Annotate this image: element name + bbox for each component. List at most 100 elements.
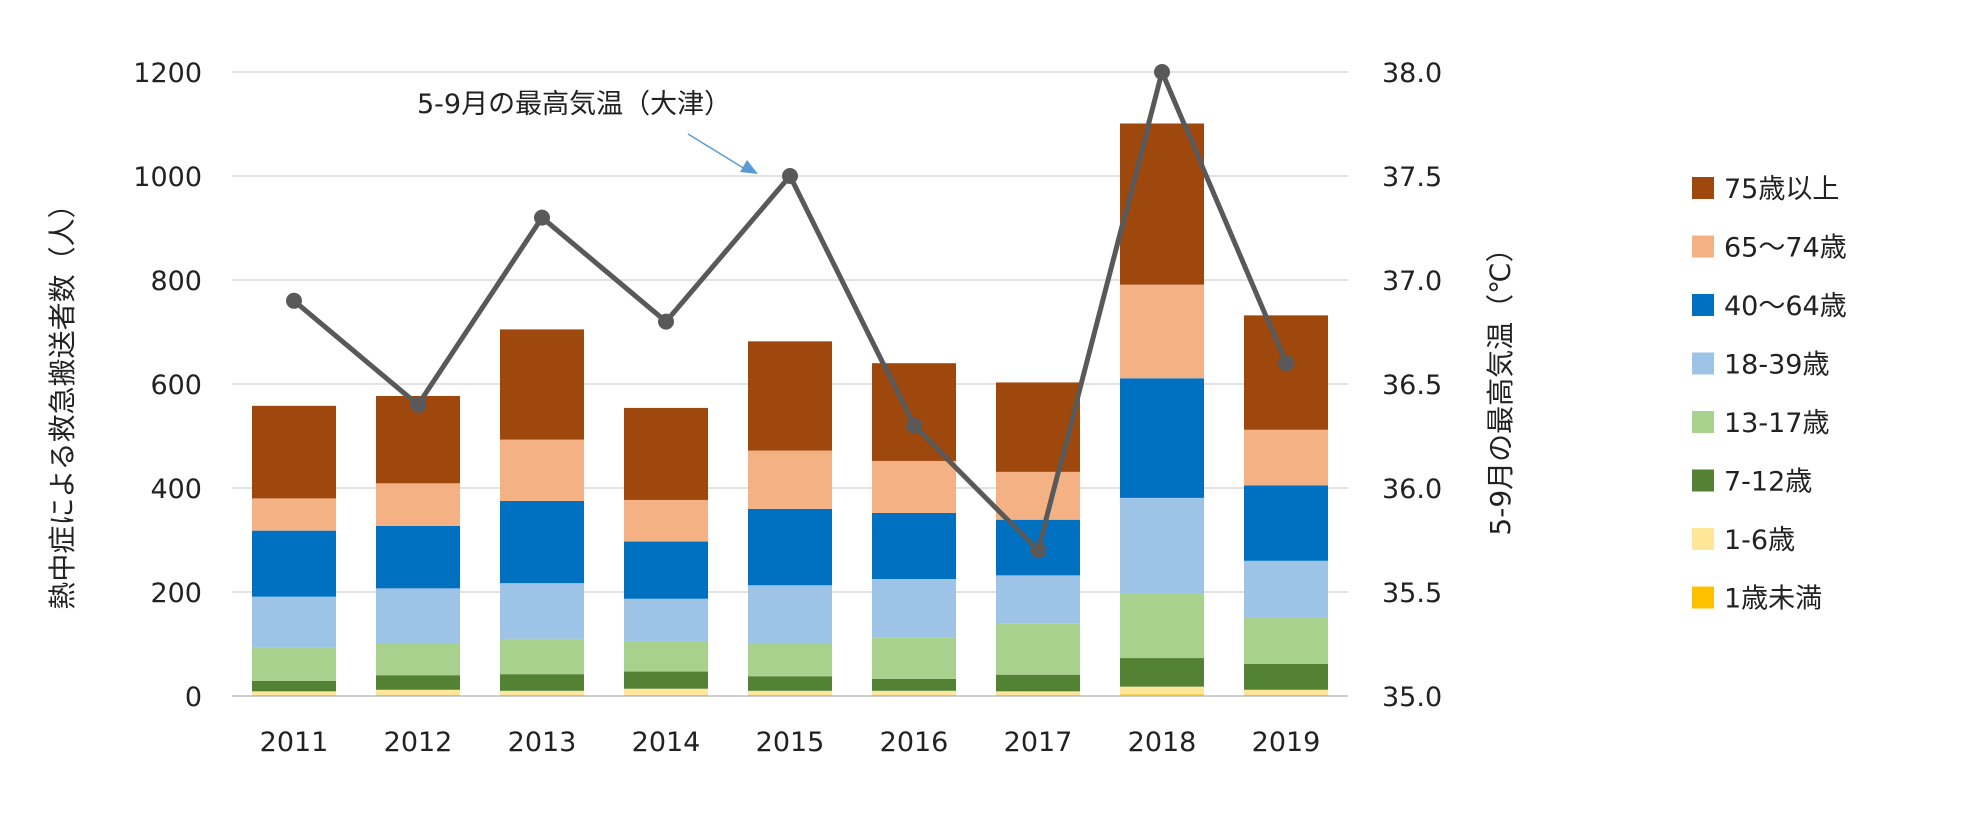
bar-segment [252,405,336,499]
y-tick-label: 0 [185,682,202,713]
temperature-point [906,417,922,434]
bar-segment [1120,658,1204,687]
right-axis-title: 5-9月の最高気温（℃） [1484,234,1517,535]
bar-segment [376,694,460,696]
y-tick-label: 400 [150,474,202,505]
x-tick-label: 2017 [1004,727,1073,758]
y2-tick-label: 37.0 [1382,266,1442,297]
temperature-point [410,396,426,413]
y-tick-label: 1200 [133,58,202,89]
bar-segment [872,460,956,513]
bar-segment [252,691,336,695]
bar-segment [996,575,1080,624]
bar-segment [624,407,708,500]
bar-segment [872,512,956,579]
y-tick-label: 200 [150,578,202,609]
bar-segment [1120,378,1204,498]
legend-label: 18-39歳 [1724,350,1829,381]
bar-segment [748,585,832,644]
bar-segment [1244,429,1328,486]
temperature-point [286,292,302,309]
bar-segment [376,689,460,695]
bar-segment [500,674,584,691]
y-tick-label: 600 [150,370,202,401]
bar-segment [1244,560,1328,617]
legend-swatch [1692,586,1714,609]
bar-segment [252,680,336,692]
bar-segment [872,637,956,679]
temperature-point [1030,542,1046,559]
temperature-point [782,168,798,184]
bar-segment [376,525,460,589]
y-tick-label: 1000 [133,162,202,193]
bar-segment [624,541,708,599]
legend-label: 1-6歳 [1724,525,1795,556]
annotation-arrow [687,133,746,170]
legend-swatch [1692,294,1714,316]
bar-segment [748,694,832,696]
bar-segment [624,641,708,672]
tick-labels: 0 200 400 600 800 1000 1200 35.0 35.5 36.0 36.5 37.… [133,58,1442,758]
bar-segment [1244,694,1328,696]
temperature-point [534,209,550,226]
x-tick-label: 2016 [880,727,949,758]
legend-label: 40〜64歳 [1724,291,1847,322]
bar-segment [872,694,956,696]
bar-segment [1120,123,1204,285]
bar-segment [1244,663,1328,690]
temperature-point [1154,64,1170,80]
x-tick-label: 2011 [260,727,329,758]
bar-segment [500,690,584,695]
y-tick-label: 800 [150,266,202,297]
x-tick-label: 2019 [1252,727,1321,758]
bar-segment [500,583,584,639]
legend-label: 7-12歳 [1724,467,1812,498]
bar-segment [624,688,708,695]
bar-segment [748,676,832,691]
bar-segment [748,450,832,509]
bar-segment [500,638,584,675]
x-tick-label: 2018 [1128,727,1197,758]
legend-label: 75歳以上 [1724,174,1839,205]
temperature-line [286,64,1294,559]
bar-segment [872,690,956,695]
left-axis-title: 熱中症による救急搬送者数（人） [46,190,79,609]
bar-segment [500,501,584,584]
legend-swatch [1692,528,1714,550]
bar-segment [500,439,584,501]
bar-segment [1244,689,1328,695]
bar-segment [996,471,1080,520]
bar-segment [1244,485,1328,561]
bar-segment [1120,497,1204,594]
legend: 75歳以上 65〜74歳 40〜64歳 18-39歳 13-17歳 7-12歳 1-6歳 1歳… [1692,174,1847,615]
x-tick-label: 2015 [756,727,825,758]
bar-segment [376,644,460,676]
y2-tick-label: 36.5 [1382,370,1442,401]
bar-segment [872,678,956,691]
bar-segment [624,598,708,642]
bar-segment [252,694,336,696]
legend-swatch [1692,352,1714,375]
legend-label: 1歳未満 [1724,584,1822,615]
bar-segment [500,694,584,696]
bar-segment [376,675,460,690]
bar-segment [1120,284,1204,379]
temperature-point [658,313,674,330]
legend-swatch [1692,235,1714,258]
bar-segment [1244,616,1328,664]
y2-tick-label: 35.5 [1382,578,1442,609]
temperature-point [1278,355,1294,372]
bar-segment [748,690,832,695]
bar-segment [252,596,336,648]
y2-tick-label: 38.0 [1382,58,1442,89]
line-annotation: 5-9月の最高気温（大津） [417,89,731,120]
y2-tick-label: 36.0 [1382,474,1442,505]
bar-segment [376,588,460,644]
bar-segment [872,363,956,461]
bar-segment [624,671,708,689]
x-tick-label: 2014 [632,727,701,758]
legend-swatch [1692,469,1714,492]
bar-segment [500,329,584,440]
